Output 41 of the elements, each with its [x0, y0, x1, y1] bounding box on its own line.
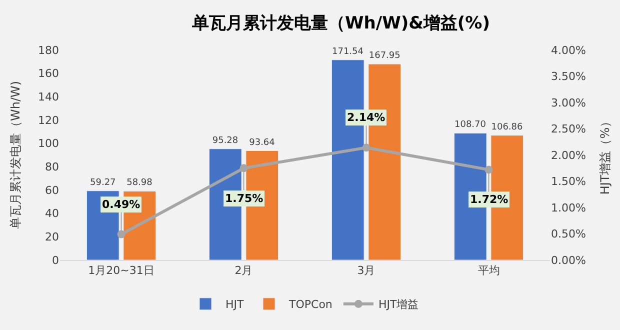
data-label: 167.95	[368, 51, 400, 62]
y2-tick-label: 0.50%	[551, 228, 586, 241]
data-label: 59.27	[90, 178, 116, 188]
y-tick-label: 20	[45, 230, 59, 244]
y-tick-label: 80	[45, 160, 59, 174]
legend-label: HJT	[226, 298, 244, 312]
data-label: 95.28	[212, 136, 238, 146]
x-tick-label: 3月	[357, 264, 376, 278]
x-tick-label: 2月	[234, 264, 253, 278]
data-label: 2.14%	[347, 111, 386, 124]
data-label: 106.86	[491, 122, 524, 132]
data-label: 1.72%	[470, 193, 508, 206]
y-tick-label: 40	[45, 207, 59, 220]
x-tick-label: 1月20~31日	[88, 264, 154, 278]
data-label: 171.54	[332, 46, 364, 57]
y-tick-label: 180	[38, 44, 59, 57]
y2-axis-title: HJT增益（%）	[598, 115, 612, 195]
data-label: 108.70	[454, 120, 486, 130]
y2-tick-label: 2.00%	[551, 148, 586, 162]
data-label: 1.75%	[225, 192, 264, 205]
y2-tick-label: 3.00%	[551, 96, 586, 110]
y-tick-label: 60	[45, 184, 59, 197]
data-label: 93.64	[249, 138, 276, 148]
y2-tick-label: 4.00%	[551, 44, 586, 57]
x-tick-label: 平均	[478, 264, 500, 278]
y-tick-label: 100	[38, 137, 59, 150]
y-axis-title: 单瓦月累计发电量（Wh/W)	[8, 80, 22, 230]
y-tick-label: 140	[38, 90, 59, 104]
y2-tick-label: 1.00%	[551, 201, 586, 214]
data-label: 58.98	[126, 178, 153, 188]
chart-title: 单瓦月累计发电量（Wh/W)&增益(%)	[191, 13, 490, 34]
data-label: 0.49%	[102, 198, 140, 211]
y-tick-label: 160	[38, 67, 59, 80]
y2-tick-label: 1.50%	[551, 175, 586, 188]
y2-tick-label: 2.50%	[551, 122, 586, 136]
legend-label: HJT增益	[378, 298, 419, 312]
y2-tick-label: 0.00%	[551, 254, 586, 267]
legend-label: TOPCon	[288, 298, 332, 312]
y-tick-label: 120	[38, 114, 59, 127]
y-tick-label: 0	[52, 254, 59, 267]
y2-tick-label: 3.50%	[551, 70, 586, 84]
